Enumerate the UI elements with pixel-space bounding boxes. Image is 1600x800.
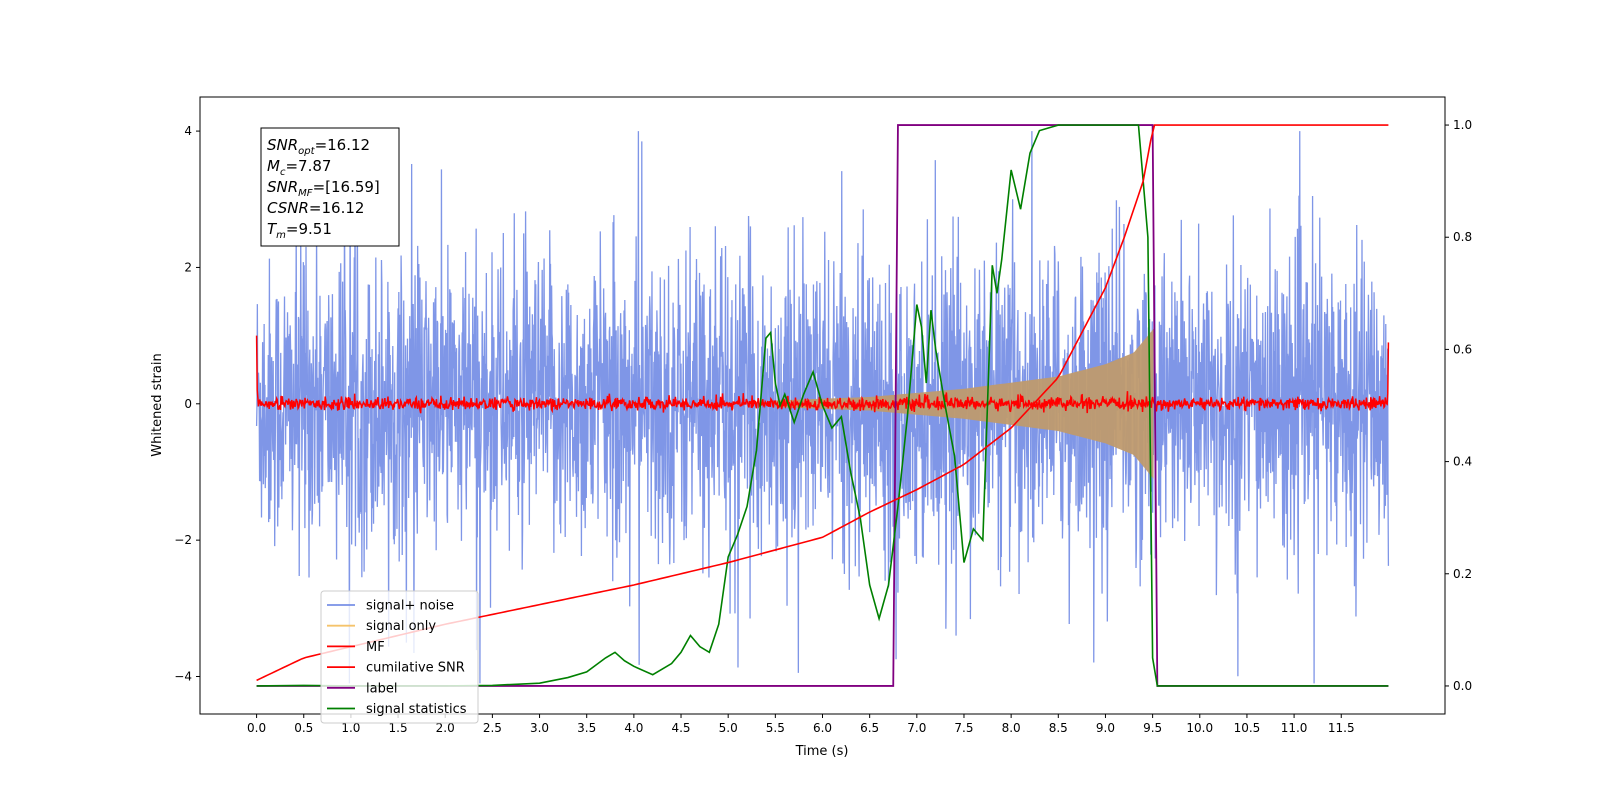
series-signal-plus-noise <box>255 131 1390 684</box>
annotation-value: =16.12 <box>315 136 371 154</box>
x-tick-label: 0.5 <box>294 721 313 735</box>
y-left-tick-label: −2 <box>174 533 192 547</box>
x-tick-label: 2.0 <box>436 721 455 735</box>
y-left-tick-label: 2 <box>184 260 192 274</box>
x-tick-label: 0.0 <box>247 721 266 735</box>
y-right-tick-label: 0.6 <box>1453 342 1472 356</box>
annotation-line: SNRMF=[16.59] <box>267 178 380 199</box>
legend-label: cumilative SNR <box>366 661 465 676</box>
x-tick-label: 6.5 <box>860 721 879 735</box>
y-axis-label: Whitened strain <box>150 353 165 456</box>
annotation-subscript: opt <box>298 146 315 157</box>
x-tick-label: 8.0 <box>1002 721 1021 735</box>
annotation-symbol: T <box>267 220 278 238</box>
x-tick-label: 3.0 <box>530 721 549 735</box>
x-axis: 0.0 0.5 1.0 1.5 2.0 2.5 3.0 3.5 4.0 4.5 5.0 5.5 6.0 6… <box>247 714 1355 735</box>
legend-label: signal only <box>366 619 436 634</box>
y-left-tick-label: 4 <box>184 124 192 138</box>
annotation-value: =7.87 <box>285 157 331 175</box>
annotation-symbol: SNR <box>267 178 298 196</box>
series-group <box>255 124 1390 687</box>
snr-annotation-box: SNRopt=16.12Mc=7.87SNRMF=[16.59]CSNR=16.… <box>260 127 400 247</box>
y-left-tick-label: −4 <box>174 670 192 684</box>
annotation-line: Tm=9.51 <box>267 220 332 241</box>
x-tick-label: 3.5 <box>577 721 596 735</box>
annotation-line: CSNR=16.12 <box>267 199 364 217</box>
x-tick-label: 5.5 <box>766 721 785 735</box>
legend-label: signal+ noise <box>366 599 454 614</box>
annotation-symbol: SNR <box>267 136 298 154</box>
annotation-subscript: c <box>280 167 286 178</box>
annotation-frame <box>260 127 400 247</box>
x-tick-label: 7.5 <box>954 721 973 735</box>
y-axis-left: −4 −2 0 2 4 <box>174 124 200 684</box>
annotation-subscript: MF <box>298 188 313 199</box>
y-right-tick-label: 0.2 <box>1453 567 1472 581</box>
x-tick-label: 2.5 <box>483 721 502 735</box>
x-tick-label: 1.5 <box>389 721 408 735</box>
x-tick-label: 9.5 <box>1143 721 1162 735</box>
plot-area <box>255 124 1390 687</box>
x-tick-label: 4.5 <box>671 721 690 735</box>
x-tick-label: 4.0 <box>624 721 643 735</box>
annotation-subscript: m <box>276 230 286 241</box>
x-tick-label: 9.0 <box>1096 721 1115 735</box>
y-right-tick-label: 0.0 <box>1453 679 1472 693</box>
x-axis-label: Time (s) <box>795 744 849 759</box>
x-tick-label: 8.5 <box>1049 721 1068 735</box>
series-signal-statistics <box>256 124 1389 687</box>
legend: signal+ noise signal only MF cumilative SNR… <box>320 590 479 724</box>
x-tick-label: 11.0 <box>1281 721 1308 735</box>
x-tick-label: 6.0 <box>813 721 832 735</box>
annotation-value: =16.12 <box>309 199 365 217</box>
y-right-tick-label: 0.4 <box>1453 455 1472 469</box>
annotation-line: Mc=7.87 <box>267 157 331 178</box>
x-tick-label: 7.0 <box>907 721 926 735</box>
x-tick-label: 10.0 <box>1186 721 1213 735</box>
annotation-symbol: M <box>267 157 280 175</box>
x-tick-label: 1.0 <box>341 721 360 735</box>
annotation-symbol: CSNR <box>267 199 309 217</box>
legend-label: label <box>366 681 397 696</box>
annotation-value: =9.51 <box>286 220 332 238</box>
annotation-value: =[16.59] <box>313 178 380 196</box>
y-right-tick-label: 0.8 <box>1453 230 1472 244</box>
y-left-tick-label: 0 <box>184 397 192 411</box>
legend-label: MF <box>366 640 385 655</box>
x-tick-label: 11.5 <box>1328 721 1355 735</box>
annotation-line: SNRopt=16.12 <box>267 136 370 157</box>
x-tick-label: 5.0 <box>719 721 738 735</box>
y-right-tick-label: 1.0 <box>1453 118 1472 132</box>
y-axis-right: 0.0 0.2 0.4 0.6 0.8 1.0 <box>1445 118 1472 693</box>
x-tick-label: 10.5 <box>1234 721 1261 735</box>
legend-frame <box>320 590 479 724</box>
legend-label: signal statistics <box>366 702 467 717</box>
